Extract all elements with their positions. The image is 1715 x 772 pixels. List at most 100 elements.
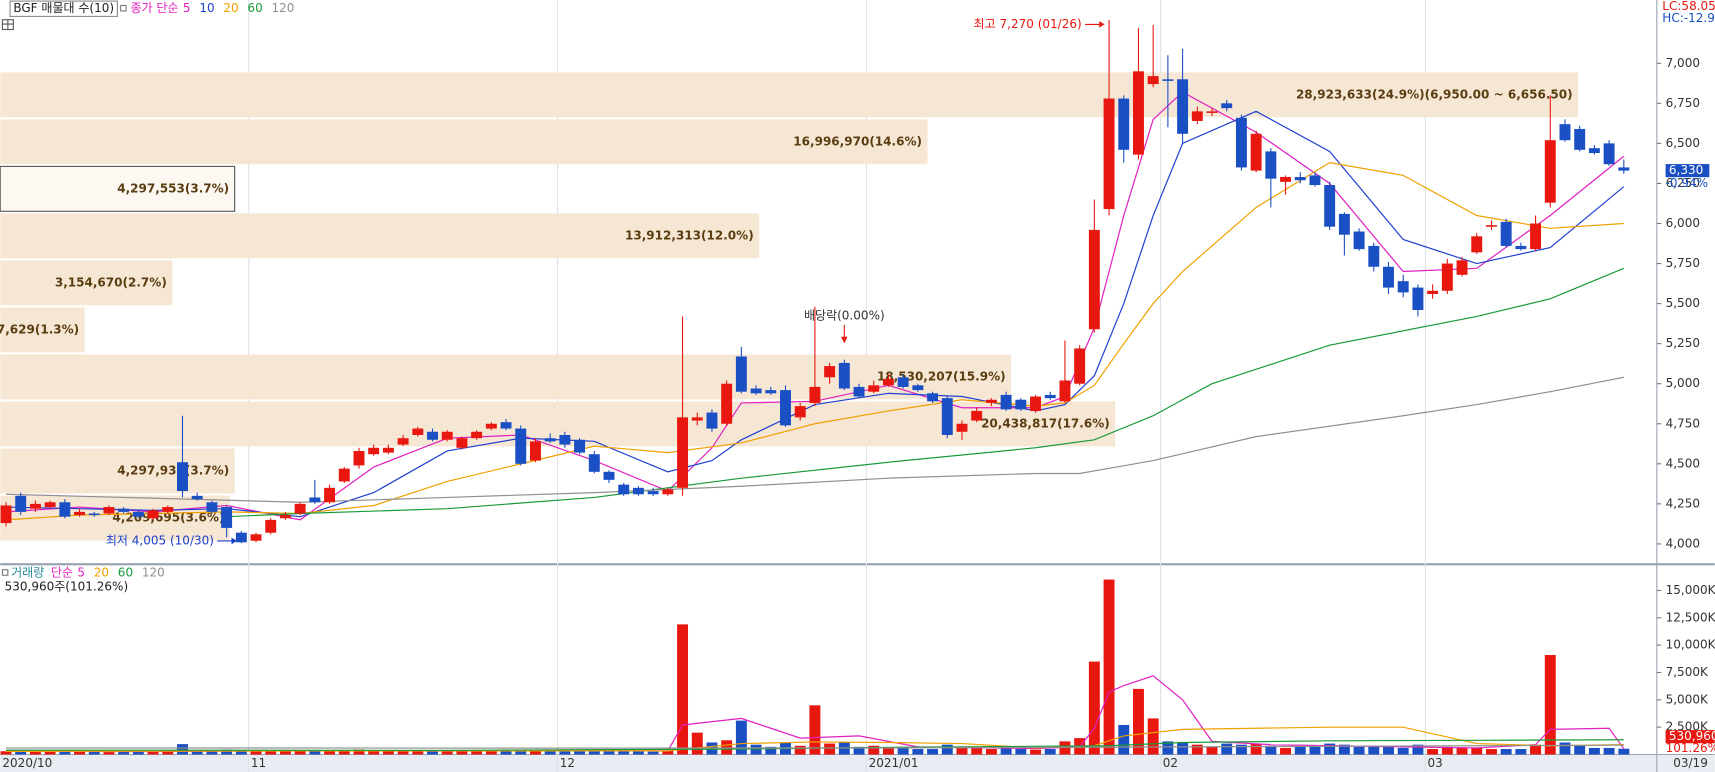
volume-bar <box>1265 745 1277 755</box>
candles <box>0 20 1630 544</box>
volume-bar <box>353 749 365 755</box>
volume-bar <box>882 747 894 755</box>
candle-body <box>515 428 527 464</box>
volume-bar <box>162 751 174 755</box>
x-tick-label: 2020/10 <box>2 756 52 770</box>
annotation-arrowhead <box>1099 21 1105 28</box>
volume-bar <box>603 750 615 755</box>
candle-body <box>1250 133 1262 171</box>
candle-body <box>971 410 983 421</box>
volume-bar <box>1324 743 1336 755</box>
candle-body <box>853 386 865 397</box>
legend-item: 120 <box>142 565 165 579</box>
volume-bar <box>1309 746 1321 755</box>
candle-body <box>1383 266 1394 288</box>
y-tick-label: 6,000 <box>1666 216 1700 230</box>
y-tick-label: 7,500K <box>1666 665 1709 679</box>
y-tick-label: 6,750 <box>1666 96 1700 110</box>
legend-item: 120 <box>271 1 294 15</box>
candle-body <box>471 431 483 439</box>
volume-bar <box>927 749 939 755</box>
profile-bar <box>0 307 85 353</box>
volume-bar <box>1544 654 1556 755</box>
volume-bar <box>177 744 188 755</box>
candle-body <box>1162 79 1174 81</box>
legend-label: 종가 단순 <box>131 1 179 15</box>
volume-bar <box>868 745 880 755</box>
candle-body <box>1088 229 1100 330</box>
volume-bar <box>279 751 291 755</box>
profile-label: 1,547,629(1.3%) <box>0 322 79 336</box>
candle-body <box>750 388 762 394</box>
y-tick-label: 7,000 <box>1666 56 1700 70</box>
volume-bar <box>824 743 836 755</box>
x-tick-label: 02 <box>1163 756 1178 770</box>
candle-body <box>985 399 997 403</box>
candle-body <box>88 513 100 516</box>
volume-bar <box>294 751 306 755</box>
volume-tag <box>1665 730 1715 744</box>
candle-body <box>441 431 453 440</box>
volume-bar <box>44 751 56 755</box>
profile-label: 18,530,207(15.9%) <box>877 369 1006 383</box>
candle-body <box>1618 167 1630 171</box>
candle-body <box>824 366 836 378</box>
candle-body <box>1471 236 1483 253</box>
candle-body <box>309 497 321 503</box>
volume-bar <box>1191 744 1203 755</box>
volume-bar <box>1618 748 1630 755</box>
candle-body <box>294 503 306 514</box>
candle-body <box>1588 148 1600 154</box>
candle-body <box>1030 396 1041 411</box>
axis-area <box>1656 0 1715 772</box>
volume-bar <box>515 751 527 755</box>
y-tick-label: 4,000 <box>1666 536 1700 550</box>
candle-body <box>15 495 27 512</box>
volume-bar <box>427 751 438 755</box>
candle-body <box>780 390 791 426</box>
volume-bar <box>1030 749 1041 755</box>
volume-bar <box>0 751 12 755</box>
candle-body <box>103 507 115 514</box>
volume-bar <box>441 751 453 755</box>
volume-bar <box>103 752 115 755</box>
legend-label: 거래량 <box>11 565 44 579</box>
volume-bar <box>647 751 659 755</box>
candle-body <box>191 495 203 500</box>
legend-value: 530,960주(101.26%) <box>5 580 129 594</box>
volume-bar <box>1015 749 1027 755</box>
price-tag <box>1665 164 1710 178</box>
volume-bar <box>735 720 747 755</box>
candle-body <box>838 362 850 389</box>
candle-body <box>1397 281 1409 293</box>
lc-label: LC:58.05 <box>1662 0 1715 13</box>
candle-body <box>456 438 468 448</box>
x-axis-area <box>0 754 1715 772</box>
volume-bar <box>221 749 233 755</box>
volume-ratio: 101.26% <box>1666 741 1715 755</box>
y-tick-label: 10,000K <box>1666 638 1715 652</box>
volume-bar <box>1103 579 1115 755</box>
candle-body <box>1177 79 1189 134</box>
legend-item: 60 <box>247 1 262 15</box>
candle-body <box>691 417 703 421</box>
y-tick-label: 5,750 <box>1666 256 1700 270</box>
volume-bar <box>559 751 571 755</box>
volume-bar <box>412 750 424 755</box>
candle-body <box>1427 290 1439 294</box>
ma-line <box>6 744 1624 749</box>
candle-body <box>1280 177 1292 182</box>
candle-body <box>118 508 130 512</box>
candle-body <box>324 487 336 503</box>
candle-body <box>397 438 409 445</box>
candle-body <box>1530 223 1542 250</box>
candle-body <box>1559 124 1571 141</box>
volume-bar <box>88 751 100 755</box>
volume-bar <box>324 750 336 755</box>
y-tick-label: 4,250 <box>1666 496 1700 510</box>
candle-body <box>353 450 365 466</box>
y-tick-label: 4,500 <box>1666 456 1700 470</box>
volume-bar <box>1500 749 1512 755</box>
x-tick-label: 2021/01 <box>869 756 919 770</box>
profile-label: 4,297,938(3.7%) <box>117 463 229 477</box>
